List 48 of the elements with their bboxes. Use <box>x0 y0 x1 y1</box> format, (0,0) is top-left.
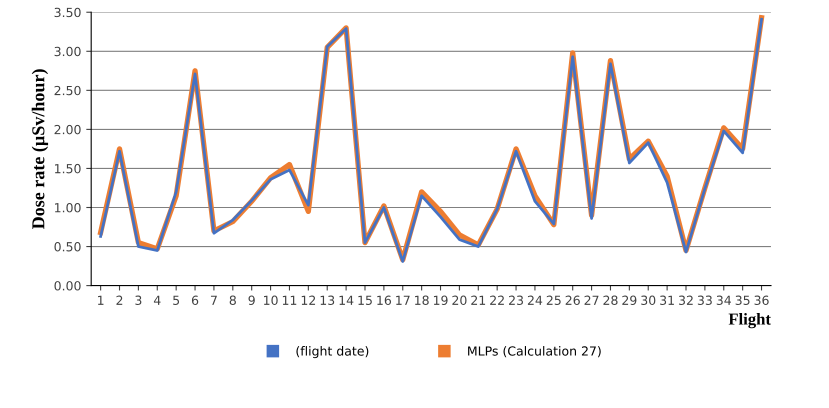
x-tick-label: 24 <box>528 296 542 305</box>
x-tick-label: 3 <box>135 296 142 305</box>
y-tick-label: 3.00 <box>54 46 81 56</box>
x-tick-label: 4 <box>154 296 161 305</box>
y-tick-label: 2.50 <box>54 86 81 96</box>
x-tick-label: 11 <box>282 296 296 305</box>
x-tick-label: 2 <box>116 296 122 305</box>
x-tick-label: 1 <box>98 296 104 305</box>
legend-label: MLPs (Calculation 27) <box>468 346 601 358</box>
x-tick-label: 30 <box>641 296 656 305</box>
x-tick-label: 22 <box>490 296 504 305</box>
y-axis-title: Dose rate (µSv/hour) <box>32 69 48 230</box>
x-tick-label: 25 <box>546 296 561 305</box>
x-tick-label: 13 <box>320 296 334 305</box>
y-tick-label: 2.00 <box>54 124 81 134</box>
x-tick-label: 29 <box>622 296 636 305</box>
x-tick-label: 9 <box>248 296 255 305</box>
x-tick-label: 33 <box>698 296 712 305</box>
x-tick-label: 20 <box>452 296 467 305</box>
x-tick-label: 34 <box>716 296 732 305</box>
x-tick-label: 36 <box>754 296 769 305</box>
y-tick-label: 1.00 <box>55 202 81 212</box>
x-tick-label: 10 <box>264 296 278 305</box>
x-tick-label: 18 <box>415 296 429 305</box>
x-tick-label: 31 <box>660 296 674 305</box>
x-tick-label: 17 <box>396 296 410 305</box>
x-tick-label: 12 <box>302 296 316 305</box>
x-tick-label: 21 <box>471 296 486 305</box>
x-tick-label: 8 <box>230 296 236 305</box>
x-tick-label: 7 <box>210 296 217 305</box>
x-tick-label: 27 <box>584 296 598 305</box>
x-tick-label: 23 <box>509 296 524 305</box>
x-axis-title: Flight <box>728 312 771 328</box>
x-tick-label: 26 <box>566 296 580 305</box>
x-tick-label: 35 <box>736 296 750 305</box>
y-tick-label: 1.50 <box>55 164 81 174</box>
x-tick-label: 28 <box>603 296 618 305</box>
x-tick-label: 15 <box>358 296 372 305</box>
x-tick-label: 32 <box>678 296 693 305</box>
x-tick-label: 16 <box>377 296 392 305</box>
x-tick-label: 6 <box>192 296 198 305</box>
x-tick-label: 14 <box>340 296 354 305</box>
x-tick-label: 5 <box>173 296 180 305</box>
x-tick-label: 19 <box>434 296 448 305</box>
y-tick-label: 0.50 <box>54 242 81 252</box>
y-tick-label: 0.00 <box>54 281 81 291</box>
legend-label: (flight date) <box>296 346 368 358</box>
y-tick-label: 3.50 <box>54 8 81 18</box>
